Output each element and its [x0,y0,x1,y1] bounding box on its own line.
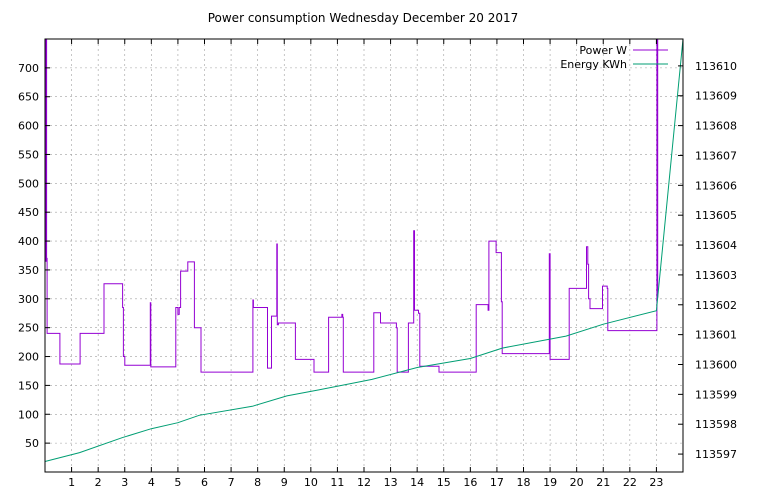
x-tick-label: 13 [384,476,398,489]
legend-label-energy: Energy KWh [560,58,627,71]
y-tick-label: 400 [18,235,39,248]
legend-label-power: Power W [579,44,627,57]
x-tick-label: 11 [330,476,344,489]
x-tick-label: 17 [490,476,504,489]
x-tick-label: 15 [437,476,451,489]
x-tick-label: 8 [254,476,261,489]
ticks [45,39,683,472]
y2-tick-label: 113602 [695,299,737,312]
y2-tick-label: 113603 [695,269,737,282]
x-tick-label: 12 [357,476,371,489]
y-tick-label: 650 [18,91,39,104]
y2-tick-label: 113597 [695,448,737,461]
y2-tick-label: 113607 [695,149,737,162]
y-tick-label: 100 [18,408,39,421]
x-tick-label: 5 [174,476,181,489]
legend: Power W Energy KWh [560,44,668,71]
x-tick-label: 10 [304,476,318,489]
y-tick-label: 450 [18,206,39,219]
y2-tick-label: 113599 [695,388,737,401]
x-tick-label: 23 [649,476,663,489]
chart-title: Power consumption Wednesday December 20 … [208,11,519,25]
series-layer [44,38,684,462]
tick-labels: 1 2 3 4 5 6 7 8 9 10 11 12 13 14 15 16 17 18 19 20 21 22 23501… [18,60,737,489]
y2-tick-label: 113601 [695,329,737,342]
y-tick-label: 600 [18,120,39,133]
y-tick-label: 500 [18,177,39,190]
y2-tick-label: 113598 [695,418,737,431]
x-tick-label: 7 [228,476,235,489]
energy-series-line [44,38,684,462]
x-tick-label: 14 [410,476,424,489]
x-tick-label: 20 [570,476,584,489]
y2-tick-label: 113604 [695,239,737,252]
y-tick-label: 700 [18,62,39,75]
power-series-line [45,38,659,373]
x-tick-label: 6 [201,476,208,489]
y2-tick-label: 113606 [695,179,737,192]
x-tick-label: 3 [121,476,128,489]
y2-tick-label: 113608 [695,120,737,133]
x-tick-label: 1 [68,476,75,489]
y-tick-label: 550 [18,148,39,161]
y-tick-label: 200 [18,351,39,364]
y2-tick-label: 113609 [695,90,737,103]
y-tick-label: 150 [18,379,39,392]
x-tick-label: 4 [148,476,155,489]
x-tick-label: 2 [95,476,102,489]
x-tick-label: 9 [281,476,288,489]
x-tick-label: 21 [596,476,610,489]
y2-tick-label: 113605 [695,209,737,222]
grid [45,39,683,472]
y2-tick-label: 113610 [695,60,737,73]
x-tick-label: 16 [463,476,477,489]
x-tick-label: 19 [543,476,557,489]
y-tick-label: 300 [18,293,39,306]
y-tick-label: 250 [18,322,39,335]
x-tick-label: 18 [517,476,531,489]
y2-tick-label: 113600 [695,358,737,371]
x-tick-label: 22 [623,476,637,489]
y-tick-label: 350 [18,264,39,277]
y-tick-label: 50 [25,437,39,450]
